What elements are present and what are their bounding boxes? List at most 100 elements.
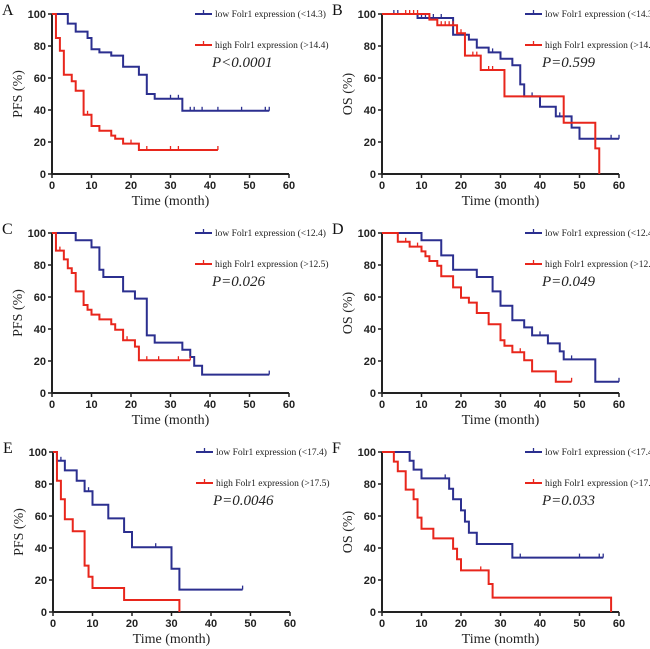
y-tick-label: 20 (35, 575, 47, 587)
x-tick-label: 60 (613, 618, 625, 630)
x-tick-label: 60 (283, 399, 295, 411)
y-tick-label: 60 (35, 511, 47, 523)
p-value: P=0.033 (541, 493, 595, 509)
y-axis-label: OS (%) (341, 72, 356, 115)
x-tick-label: 20 (125, 180, 137, 192)
y-axis-label: PFS (%) (11, 70, 26, 118)
x-tick-label: 30 (494, 399, 506, 411)
legend-label-low: low Folr1 expression (<17.4) (545, 447, 650, 458)
legend-label-high: high Folr1 expression (>14.4) (215, 40, 329, 51)
x-tick-label: 60 (613, 180, 625, 192)
x-tick-label: 60 (284, 618, 296, 630)
survival-curve-high (382, 451, 613, 612)
y-tick-label: 20 (364, 137, 376, 149)
y-tick-label: 80 (364, 41, 376, 53)
survival-curve-high (52, 232, 191, 362)
x-tick-label: 40 (204, 399, 216, 411)
x-tick-label: 50 (573, 180, 585, 192)
y-tick-label: 100 (29, 447, 47, 459)
y-tick-label: 60 (364, 73, 376, 85)
panel-label: C (2, 221, 13, 238)
survival-curve-high (53, 451, 181, 612)
x-tick-label: 50 (244, 618, 256, 630)
x-tick-label: 10 (415, 618, 427, 630)
y-tick-label: 0 (40, 169, 46, 181)
y-tick-label: 80 (364, 479, 376, 491)
p-value: P=0.599 (541, 55, 596, 71)
survival-curve-low (53, 451, 243, 591)
x-tick-label: 40 (204, 180, 216, 192)
x-tick-label: 0 (379, 180, 385, 192)
x-tick-label: 0 (379, 399, 385, 411)
y-tick-label: 60 (364, 292, 376, 304)
x-axis-label: Time (month) (462, 413, 540, 428)
legend-label-high: high Folr1 expression (>12.5) (545, 259, 650, 270)
legend-label-high: high Folr1 expression (>12.5) (215, 259, 329, 270)
y-tick-label: 40 (34, 105, 46, 117)
legend-label-high: high Folr1 expression (>14.4) (545, 40, 650, 51)
x-tick-label: 50 (573, 399, 585, 411)
y-axis-label: PFS (%) (12, 508, 27, 556)
p-value: P=0.0046 (212, 493, 274, 509)
panel-label: A (2, 2, 14, 19)
y-tick-label: 0 (40, 388, 46, 400)
panel-e: E 0 20 40 60 80 100 0 10 20 30 40 50 60 Time (month) PF… (3, 440, 330, 647)
panel-label: D (332, 221, 344, 238)
p-value: P=0.049 (541, 274, 596, 290)
x-tick-label: 10 (415, 399, 427, 411)
x-axis-label: Time (month) (132, 194, 210, 209)
y-axis-label: PFS (%) (11, 289, 26, 337)
y-tick-label: 20 (34, 137, 46, 149)
survival-curve-high (52, 13, 218, 151)
survival-curve-low (52, 13, 270, 112)
x-tick-label: 20 (455, 180, 467, 192)
y-tick-label: 80 (35, 479, 47, 491)
x-tick-label: 0 (49, 180, 55, 192)
y-tick-label: 80 (34, 260, 46, 272)
panel-a: A 0 20 40 60 80 100 0 10 20 30 40 50 60 Time (month) PF… (2, 2, 329, 209)
y-tick-label: 100 (28, 9, 46, 21)
x-tick-label: 0 (49, 399, 55, 411)
y-tick-label: 40 (364, 324, 376, 336)
x-axis-label: Time (month) (133, 632, 211, 647)
y-tick-label: 0 (41, 607, 47, 619)
p-value: P=0.026 (211, 274, 266, 290)
x-tick-label: 10 (85, 399, 97, 411)
x-tick-label: 30 (164, 180, 176, 192)
x-tick-label: 50 (243, 180, 255, 192)
legend-label-low: low Folr1 expression (<14.3) (215, 9, 326, 20)
x-axis-label: Time (month) (132, 413, 210, 428)
survival-curve-low (382, 232, 619, 383)
x-tick-label: 30 (164, 399, 176, 411)
y-tick-label: 60 (34, 73, 46, 85)
x-tick-label: 20 (125, 399, 137, 411)
y-tick-label: 80 (364, 260, 376, 272)
legend-label-low: low Folr1 expression (<12.4) (215, 228, 326, 239)
y-tick-label: 100 (358, 9, 376, 21)
y-tick-label: 40 (364, 105, 376, 117)
x-tick-label: 50 (243, 399, 255, 411)
panel-label: E (3, 440, 13, 457)
y-axis-label: OS (%) (341, 510, 356, 553)
x-tick-label: 30 (494, 618, 506, 630)
y-tick-label: 60 (364, 511, 376, 523)
x-tick-label: 40 (534, 180, 546, 192)
panel-d: D 0 20 40 60 80 100 0 10 20 30 40 50 60 Time (month) OS… (332, 221, 650, 428)
x-tick-label: 40 (205, 618, 217, 630)
x-tick-label: 30 (165, 618, 177, 630)
legend-label-low: low Folr1 expression (<14.3) (545, 9, 650, 20)
x-tick-label: 0 (379, 618, 385, 630)
p-value: P<0.0001 (211, 55, 273, 71)
x-tick-label: 10 (86, 618, 98, 630)
x-tick-label: 40 (534, 399, 546, 411)
survival-curve-high (382, 13, 601, 174)
y-tick-label: 20 (364, 575, 376, 587)
legend-label-high: high Folr1 expression (>17.5) (545, 478, 650, 489)
y-tick-label: 0 (370, 607, 376, 619)
y-tick-label: 100 (28, 228, 46, 240)
survival-curve-high (382, 232, 572, 383)
panel-c: C 0 20 40 60 80 100 0 10 20 30 40 50 60 Time (month) PF… (2, 221, 329, 428)
x-axis-label: Time (month) (462, 194, 540, 209)
x-tick-label: 30 (494, 180, 506, 192)
x-tick-label: 20 (455, 618, 467, 630)
